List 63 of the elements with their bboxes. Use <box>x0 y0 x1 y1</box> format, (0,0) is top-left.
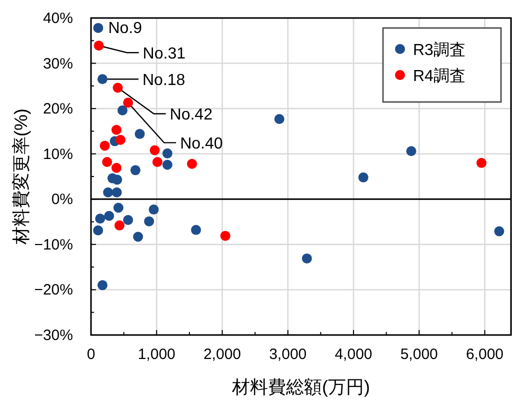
y-tick-label: 10% <box>42 146 73 163</box>
point <box>494 226 504 236</box>
point <box>95 214 106 224</box>
point <box>150 145 160 156</box>
point <box>115 134 126 145</box>
point <box>274 114 284 124</box>
y-tick-label: 30% <box>42 55 73 72</box>
legend-label: R3調査 <box>413 41 466 59</box>
point <box>133 232 144 242</box>
y-axis-title: 材料費変更率(%) <box>11 108 31 246</box>
x-tick-label: 4,000 <box>334 346 372 363</box>
point <box>102 157 112 168</box>
x-tick-label: 2,000 <box>203 346 242 363</box>
point <box>111 124 122 135</box>
point <box>112 187 122 198</box>
point <box>134 128 145 139</box>
point <box>162 148 172 158</box>
point <box>114 220 124 230</box>
point <box>162 160 172 170</box>
annotation: No.42 <box>170 106 213 124</box>
point <box>112 82 123 93</box>
point <box>358 172 368 182</box>
point <box>111 162 122 173</box>
point <box>103 187 114 198</box>
point <box>476 158 486 168</box>
y-tick-label: 20% <box>42 100 73 118</box>
point <box>220 230 230 241</box>
point <box>186 158 197 169</box>
annotation: No.31 <box>142 46 186 63</box>
x-tick-label: 1,000 <box>138 346 176 363</box>
point <box>302 253 312 264</box>
point <box>148 204 159 215</box>
y-tick-label: 40% <box>42 10 73 27</box>
point <box>123 98 134 108</box>
y-tick-label: −10% <box>34 236 73 254</box>
point <box>100 140 110 151</box>
x-tick-label: 0 <box>86 346 96 363</box>
point <box>191 224 201 235</box>
point <box>130 165 140 176</box>
point <box>152 157 162 168</box>
annotation: No.40 <box>180 136 223 153</box>
point <box>97 280 108 290</box>
point <box>406 146 416 156</box>
y-tick-label: 0% <box>51 191 73 208</box>
y-tick-label: −30% <box>34 327 73 344</box>
x-tick-label: 3,000 <box>269 346 307 363</box>
annotation: No.9 <box>108 20 142 37</box>
point <box>112 174 122 185</box>
annotation: No.18 <box>142 72 186 90</box>
x-tick-label: 5,000 <box>400 346 438 363</box>
point <box>144 216 154 226</box>
point <box>118 105 128 116</box>
x-axis-title: 材料費総額(万円) <box>231 377 370 397</box>
point <box>93 225 104 236</box>
point <box>104 210 114 221</box>
point <box>97 74 108 84</box>
point <box>113 202 124 213</box>
x-tick-label: 6,000 <box>466 346 504 363</box>
point <box>93 22 104 33</box>
point <box>94 40 104 51</box>
y-tick-label: −20% <box>34 282 73 299</box>
point <box>123 214 134 225</box>
legend-label: R4調査 <box>413 67 466 85</box>
